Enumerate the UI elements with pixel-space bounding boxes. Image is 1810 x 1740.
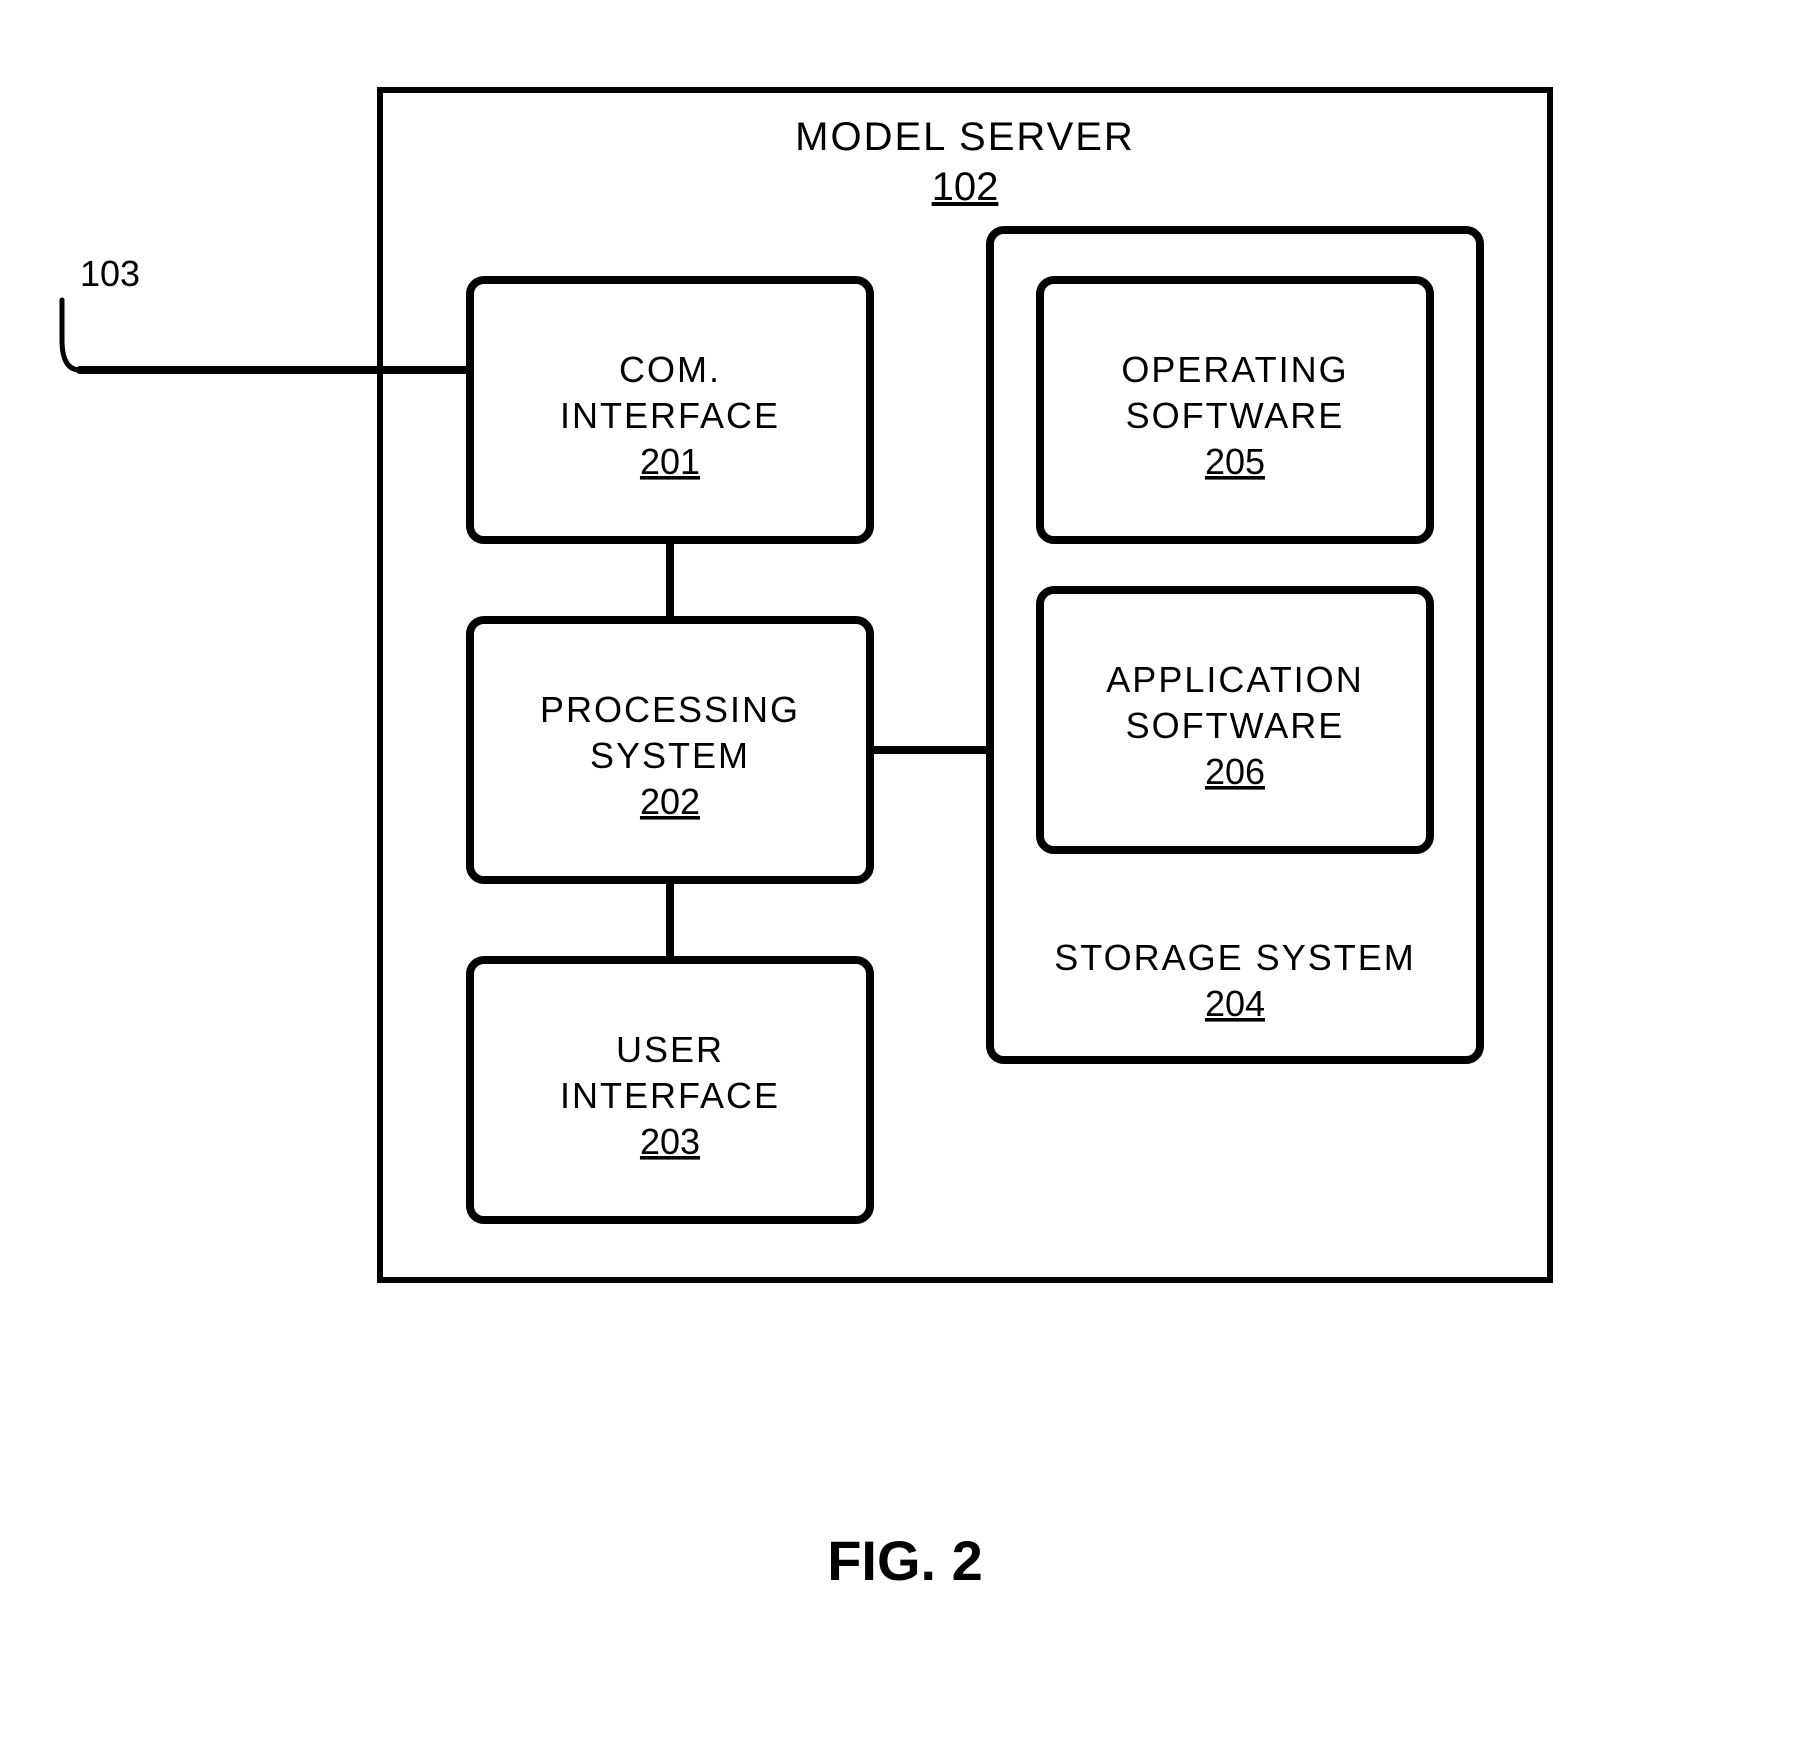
processing-system-label-1: SYSTEM (590, 735, 750, 776)
operating-software-label-0: OPERATING (1121, 349, 1348, 390)
com-interface-num: 201 (640, 441, 700, 482)
application-software-num: 206 (1205, 751, 1265, 792)
com-interface-label-1: INTERFACE (560, 395, 780, 436)
model-server-title: MODEL SERVER (795, 115, 1135, 159)
application-software-label-1: SOFTWARE (1126, 705, 1345, 746)
storage-system-num: 204 (1205, 983, 1265, 1024)
processing-system-label-0: PROCESSING (540, 689, 800, 730)
processing-system-num: 202 (640, 781, 700, 822)
user-interface-num: 203 (640, 1121, 700, 1162)
model-server-diagram: 103 MODEL SERVER 102 COM. INTERFACE 201 PROCES… (0, 0, 1810, 1740)
storage-system-label: STORAGE SYSTEM (1054, 937, 1415, 978)
operating-software-num: 205 (1205, 441, 1265, 482)
model-server-num: 102 (932, 165, 999, 209)
user-interface-label-1: INTERFACE (560, 1075, 780, 1116)
application-software-label-0: APPLICATION (1106, 659, 1363, 700)
figure-caption: FIG. 2 (827, 1529, 983, 1592)
external-ref-103: 103 (80, 253, 140, 294)
com-interface-label-0: COM. (619, 349, 721, 390)
connector-external-hook (62, 300, 80, 370)
user-interface-label-0: USER (616, 1029, 724, 1070)
operating-software-label-1: SOFTWARE (1126, 395, 1345, 436)
